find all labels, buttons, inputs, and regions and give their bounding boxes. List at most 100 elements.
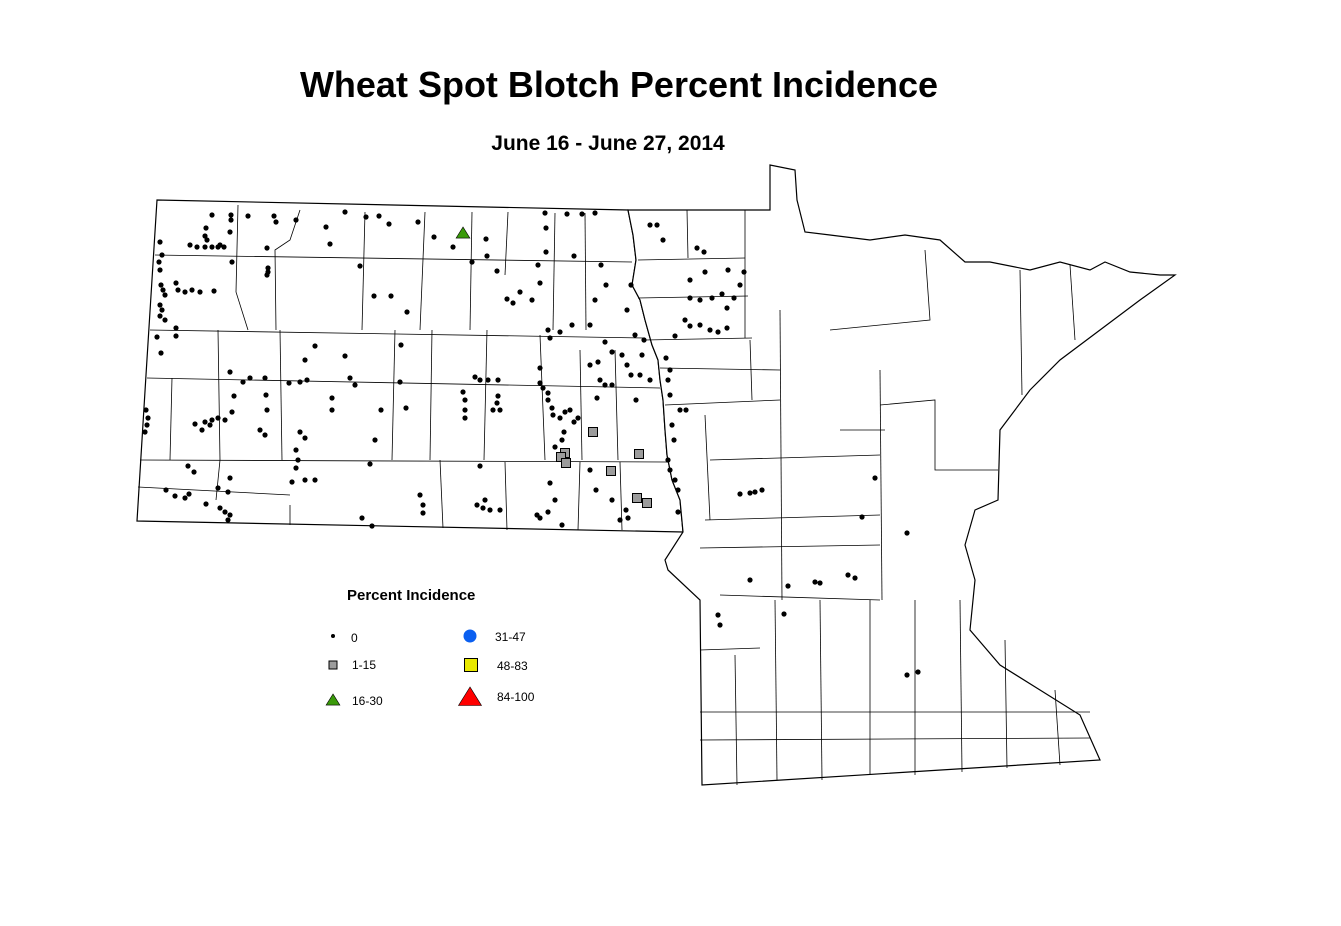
- observation-point-0: [363, 214, 369, 220]
- observation-point-0: [228, 212, 234, 218]
- legend-symbol-31-47: [463, 629, 477, 643]
- observation-point-0: [694, 245, 700, 251]
- observation-point-0: [552, 497, 558, 503]
- observation-point-0: [474, 502, 480, 508]
- legend-label-48-83: 48-83: [497, 659, 528, 673]
- observation-point-0: [497, 407, 503, 413]
- observation-point-0: [263, 392, 269, 398]
- observation-point-0: [225, 489, 231, 495]
- observation-point-0: [547, 480, 553, 486]
- observation-point-0: [347, 375, 353, 381]
- observation-point-0: [462, 415, 468, 421]
- observation-point-0: [154, 334, 160, 340]
- county-boundary: [139, 459, 668, 463]
- observation-point-0: [289, 479, 295, 485]
- county-boundary: [637, 295, 749, 299]
- observation-point-0: [240, 379, 246, 385]
- observation-point-0: [403, 405, 409, 411]
- observation-point-0: [207, 422, 213, 428]
- observation-point-0: [675, 509, 681, 515]
- observation-point-0: [144, 422, 150, 428]
- observation-point-0: [173, 333, 179, 339]
- observation-point-0: [202, 233, 208, 239]
- observation-point-0: [293, 465, 299, 471]
- observation-point-0: [159, 252, 165, 258]
- county-boundary: [429, 329, 433, 461]
- observation-point-0: [173, 325, 179, 331]
- observation-point-0: [731, 295, 737, 301]
- observation-point-0: [157, 267, 163, 273]
- observation-point-0: [654, 222, 660, 228]
- observation-point-0: [682, 317, 688, 323]
- county-boundary: [483, 329, 488, 461]
- observation-point-0: [595, 359, 601, 365]
- county-boundary: [539, 334, 546, 461]
- observation-point-0: [609, 382, 615, 388]
- county-boundary: [504, 461, 508, 531]
- observation-point-1-15: [561, 458, 571, 468]
- observation-point-0: [697, 322, 703, 328]
- observation-point-0: [245, 213, 251, 219]
- observation-point-0: [215, 244, 221, 250]
- county-boundary: [699, 647, 761, 651]
- observation-point-0: [547, 335, 553, 341]
- county-boundary: [279, 329, 283, 461]
- observation-point-0: [667, 367, 673, 373]
- observation-point-0: [517, 289, 523, 295]
- observation-point-0: [497, 507, 503, 513]
- legend-symbol-84-100: [457, 686, 483, 706]
- observation-point-0: [175, 287, 181, 293]
- observation-point-0: [378, 407, 384, 413]
- observation-point-0: [625, 515, 631, 521]
- observation-point-0: [687, 277, 693, 283]
- observation-point-0: [302, 477, 308, 483]
- observation-point-0: [357, 263, 363, 269]
- observation-point-0: [663, 355, 669, 361]
- observation-point-0: [543, 225, 549, 231]
- observation-point-0: [637, 372, 643, 378]
- observation-point-0: [264, 245, 270, 251]
- legend-label-0: 0: [351, 631, 358, 645]
- observation-point-0: [262, 432, 268, 438]
- observation-point-0: [388, 293, 394, 299]
- observation-point-0: [397, 379, 403, 385]
- observation-point-0: [812, 579, 818, 585]
- legend-symbol-16-30: [325, 693, 341, 706]
- observation-point-0: [724, 305, 730, 311]
- observation-point-0: [203, 225, 209, 231]
- county-boundary: [699, 737, 1091, 741]
- observation-point-0: [327, 241, 333, 247]
- observation-point-0: [567, 407, 573, 413]
- county-boundary: [552, 212, 556, 331]
- observation-point-0: [323, 224, 329, 230]
- observation-point-0: [594, 395, 600, 401]
- observation-point-0: [537, 515, 543, 521]
- observation-point-0: [781, 611, 787, 617]
- observation-point-0: [647, 377, 653, 383]
- county-boundary: [829, 249, 931, 331]
- observation-point-0: [231, 393, 237, 399]
- observation-point-0: [158, 282, 164, 288]
- county-boundary: [879, 399, 998, 471]
- observation-point-0: [420, 510, 426, 516]
- observation-point-0: [372, 437, 378, 443]
- observation-point-0: [187, 242, 193, 248]
- observation-point-0: [741, 269, 747, 275]
- legend-symbol-48-83: [464, 658, 478, 672]
- observation-point-0: [227, 369, 233, 375]
- observation-point-1-15: [632, 493, 642, 503]
- observation-point-0: [545, 327, 551, 333]
- observation-point-0: [672, 477, 678, 483]
- observation-point-0: [209, 417, 215, 423]
- county-boundary: [734, 654, 738, 786]
- observation-point-0: [752, 489, 758, 495]
- observation-point-0: [545, 390, 551, 396]
- observation-point-0: [667, 467, 673, 473]
- observation-point-0: [404, 309, 410, 315]
- observation-point-0: [683, 407, 689, 413]
- observation-point-0: [592, 210, 598, 216]
- county-boundary: [659, 367, 781, 371]
- observation-point-0: [540, 385, 546, 391]
- observation-point-0: [632, 332, 638, 338]
- observation-point-0: [293, 447, 299, 453]
